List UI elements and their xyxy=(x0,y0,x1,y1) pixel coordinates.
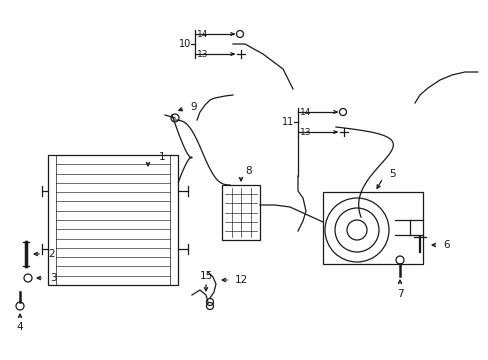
Text: 15: 15 xyxy=(199,271,212,281)
Text: 5: 5 xyxy=(389,169,395,179)
Text: 12: 12 xyxy=(235,275,248,285)
Text: 7: 7 xyxy=(396,289,403,299)
Text: 11: 11 xyxy=(281,117,293,127)
Text: 13: 13 xyxy=(197,50,208,59)
Text: 2: 2 xyxy=(48,249,55,259)
Text: 3: 3 xyxy=(50,273,57,283)
Bar xyxy=(323,192,422,264)
Text: 13: 13 xyxy=(299,127,311,136)
Text: 14: 14 xyxy=(299,108,311,117)
Text: 1: 1 xyxy=(159,152,165,162)
Text: 14: 14 xyxy=(197,30,208,39)
Text: 4: 4 xyxy=(17,322,23,332)
Text: 9: 9 xyxy=(190,102,196,112)
Bar xyxy=(222,185,260,240)
Text: 10: 10 xyxy=(179,39,191,49)
Text: 6: 6 xyxy=(442,240,448,250)
Text: 8: 8 xyxy=(245,166,252,176)
Bar xyxy=(48,155,178,285)
